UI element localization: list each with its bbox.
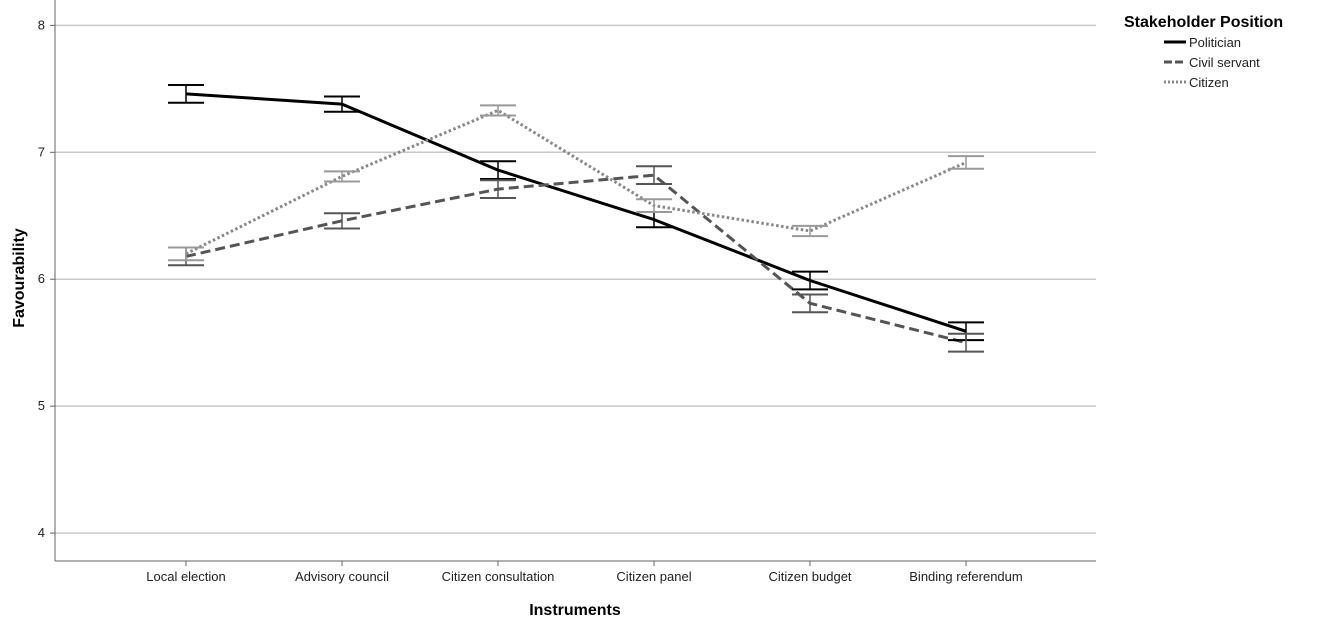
series-line-politician bbox=[185, 92, 967, 333]
x-tick-label-3: Citizen panel bbox=[616, 569, 691, 584]
error-bar-politician-4 bbox=[792, 270, 828, 291]
error-bar-civil-servant-1 bbox=[324, 212, 360, 230]
series-line-civil-servant bbox=[185, 173, 967, 345]
x-tick-label-4: Citizen budget bbox=[768, 569, 851, 584]
legend-item-civil-servant: Civil servant bbox=[1164, 52, 1283, 72]
error-bar-politician-2 bbox=[480, 160, 516, 180]
error-bar-politician-0 bbox=[168, 84, 204, 104]
y-axis-title: Favourability bbox=[11, 228, 28, 328]
legend-swatch-civil-servant bbox=[1164, 60, 1186, 64]
x-tick-label-0: Local election bbox=[146, 569, 226, 584]
error-bar-civil-servant-3 bbox=[636, 165, 672, 186]
legend-label-citizen: Citizen bbox=[1189, 74, 1229, 90]
y-ticks: 4 5 6 7 8 bbox=[38, 17, 55, 540]
error-bar-politician-1 bbox=[324, 95, 360, 113]
x-tick-label-5: Binding referendum bbox=[909, 569, 1022, 584]
y-tick-label-8: 8 bbox=[38, 17, 45, 32]
axes bbox=[54, 0, 1096, 562]
error-bar-citizen-1 bbox=[324, 170, 360, 183]
legend-item-politician: Politician bbox=[1164, 32, 1283, 52]
x-axis-title: Instruments bbox=[529, 602, 621, 619]
gridlines bbox=[55, 24, 1096, 534]
legend-label-politician: Politician bbox=[1189, 34, 1242, 50]
series-line-citizen bbox=[185, 108, 967, 256]
error-bar-citizen-0 bbox=[168, 246, 204, 262]
legend: Stakeholder Position Politician Civil se… bbox=[1124, 14, 1283, 92]
legend-swatch-politician bbox=[1164, 40, 1186, 44]
y-tick-label-7: 7 bbox=[38, 144, 45, 159]
y-tick-label-4: 4 bbox=[38, 525, 45, 540]
error-bar-citizen-5 bbox=[948, 155, 984, 170]
error-bar-citizen-3 bbox=[636, 198, 672, 213]
error-bar-citizen-2 bbox=[480, 104, 516, 117]
legend-title: Stakeholder Position bbox=[1124, 14, 1284, 31]
error-bar-civil-servant-4 bbox=[792, 293, 828, 314]
error-bar-citizen-4 bbox=[792, 224, 828, 238]
error-bar-civil-servant-2 bbox=[480, 179, 516, 199]
error-bar-civil-servant-5 bbox=[948, 332, 984, 353]
x-tick-label-1: Advisory council bbox=[295, 569, 389, 584]
y-tick-label-6: 6 bbox=[38, 271, 45, 286]
error-bars bbox=[168, 84, 984, 353]
legend-label-civil-servant: Civil servant bbox=[1189, 54, 1260, 70]
legend-swatch-citizen bbox=[1164, 80, 1186, 84]
x-ticks: Local election Advisory council Citizen co… bbox=[146, 561, 1023, 584]
y-tick-label-5: 5 bbox=[38, 398, 45, 413]
legend-item-citizen: Citizen bbox=[1164, 72, 1283, 92]
series-lines bbox=[185, 92, 967, 345]
x-tick-label-2: Citizen consultation bbox=[442, 569, 555, 584]
